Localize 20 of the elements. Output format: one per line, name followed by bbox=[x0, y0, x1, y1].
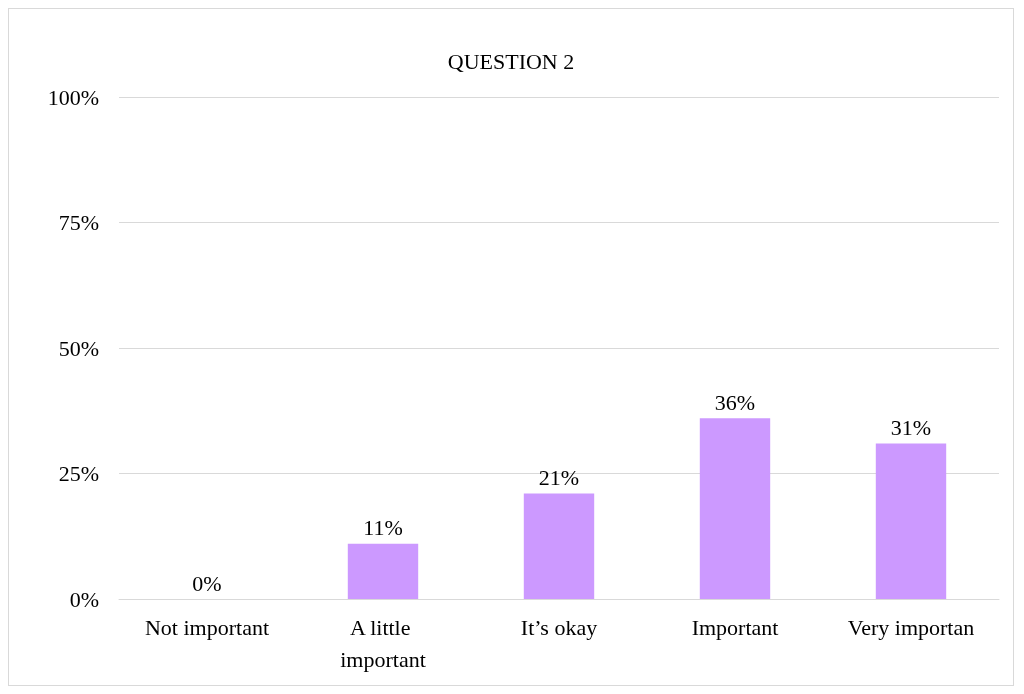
x-tick-label: Not important bbox=[144, 614, 270, 640]
bar bbox=[875, 443, 947, 599]
data-label: 21% bbox=[538, 465, 580, 491]
y-tick-label: 100% bbox=[47, 84, 99, 110]
data-label: 36% bbox=[714, 389, 756, 415]
y-tick-label: 50% bbox=[58, 335, 99, 361]
y-tick-label: 25% bbox=[58, 461, 99, 486]
data-label: 11% bbox=[363, 515, 403, 541]
x-tick-label: Very importan bbox=[847, 614, 975, 640]
chart-title: QUESTION 2 bbox=[447, 48, 575, 74]
x-tick-label: Important bbox=[691, 614, 779, 640]
y-tick-label: 0% bbox=[69, 586, 99, 612]
y-tick-label: 75% bbox=[58, 210, 99, 235]
bar bbox=[347, 543, 419, 599]
x-tick-label: It’s okay bbox=[520, 614, 598, 640]
data-label: 0% bbox=[192, 570, 222, 596]
bar bbox=[699, 418, 771, 599]
data-label: 31% bbox=[890, 414, 932, 440]
bar bbox=[523, 493, 595, 599]
x-tick-label: A little important bbox=[340, 614, 426, 672]
